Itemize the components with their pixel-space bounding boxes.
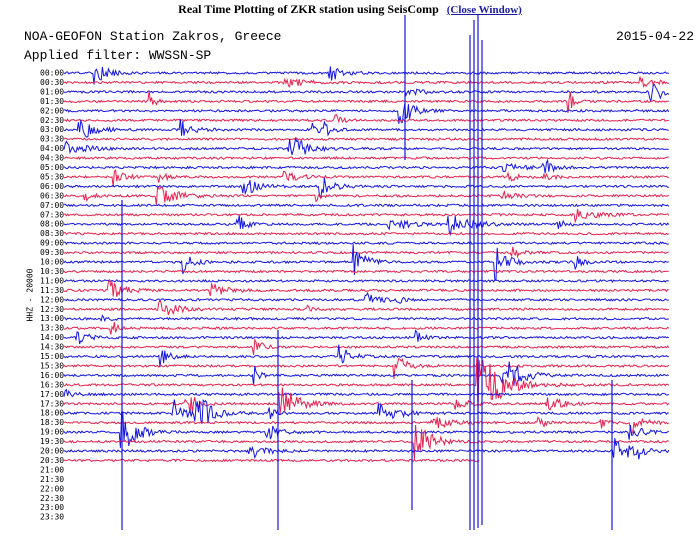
time-label: 01:30 <box>40 97 64 106</box>
time-label: 12:30 <box>40 305 64 314</box>
time-label: 15:00 <box>40 352 64 361</box>
header: Real Time Plotting of ZKR station using … <box>0 2 700 17</box>
time-label: 18:30 <box>40 418 64 427</box>
time-label: 04:30 <box>40 154 64 163</box>
time-label: 10:00 <box>40 258 64 267</box>
time-label: 08:30 <box>40 229 64 238</box>
time-label: 09:30 <box>40 248 64 257</box>
time-label: 17:00 <box>40 390 64 399</box>
trace <box>63 458 480 463</box>
time-label: 13:00 <box>40 314 64 323</box>
time-label: 07:30 <box>40 210 64 219</box>
time-label: 11:00 <box>40 276 64 285</box>
trace <box>64 103 670 124</box>
trace <box>63 208 670 224</box>
time-label: 07:00 <box>40 201 64 210</box>
time-label: 05:30 <box>40 172 64 181</box>
channel-label: HHZ - 20000 <box>26 268 35 321</box>
trace <box>63 398 669 425</box>
time-label: 06:30 <box>40 191 64 200</box>
time-label: 20:30 <box>40 456 64 465</box>
trace <box>63 344 669 368</box>
trace <box>63 246 670 259</box>
time-label: 01:00 <box>40 87 64 96</box>
time-label: 09:00 <box>40 239 64 248</box>
trace <box>63 278 669 297</box>
trace <box>63 203 670 208</box>
time-label: 21:00 <box>40 465 64 474</box>
trace <box>63 329 670 345</box>
time-label: 12:00 <box>40 295 64 304</box>
trace <box>63 244 669 281</box>
time-label: 00:30 <box>40 78 64 87</box>
time-label: 14:00 <box>40 333 64 342</box>
trace <box>63 158 670 174</box>
trace <box>63 90 669 113</box>
trace <box>63 357 670 379</box>
trace <box>63 215 670 237</box>
trace <box>63 136 669 156</box>
trace <box>63 66 669 85</box>
trace <box>64 322 670 335</box>
trace <box>63 185 670 205</box>
time-label: 14:30 <box>40 343 64 352</box>
time-label: 22:00 <box>40 484 64 493</box>
time-label: 19:00 <box>40 428 64 437</box>
time-label: 17:30 <box>40 399 64 408</box>
time-label: 08:00 <box>40 220 64 229</box>
trace <box>63 438 670 460</box>
trace <box>63 156 669 160</box>
trace <box>63 314 669 323</box>
trace <box>63 357 670 414</box>
time-label: 00:00 <box>40 69 64 78</box>
time-label: 11:30 <box>40 286 64 295</box>
trace <box>63 231 670 236</box>
time-label: 22:30 <box>40 494 64 503</box>
trace <box>63 169 670 187</box>
title: Real Time Plotting of ZKR station using … <box>178 2 439 16</box>
trace <box>63 387 670 415</box>
trace <box>63 388 670 398</box>
time-label: 02:00 <box>40 106 64 115</box>
time-label: 06:00 <box>40 182 64 191</box>
trace <box>63 291 669 304</box>
trace <box>63 241 669 246</box>
time-label: 03:00 <box>40 125 64 134</box>
trace <box>63 118 669 138</box>
time-label: 21:30 <box>40 475 64 484</box>
date: 2015-04-22 <box>615 29 694 44</box>
trace <box>63 137 669 142</box>
trace <box>63 177 669 199</box>
time-label: 16:00 <box>40 371 64 380</box>
time-label: 19:30 <box>40 437 64 446</box>
trace <box>63 338 670 355</box>
time-label: 23:00 <box>40 503 64 512</box>
trace <box>63 299 669 316</box>
time-label: 03:30 <box>40 135 64 144</box>
trace <box>63 278 670 283</box>
trace <box>63 114 669 124</box>
time-label: 02:30 <box>40 116 64 125</box>
trace <box>63 361 670 386</box>
trace <box>63 83 670 102</box>
time-label: 13:30 <box>40 324 64 333</box>
time-label: 16:30 <box>40 380 64 389</box>
trace <box>63 416 670 436</box>
time-label: 23:30 <box>40 513 64 522</box>
time-label: 20:00 <box>40 447 64 456</box>
trace <box>63 269 669 274</box>
trace <box>63 424 670 460</box>
time-label: 10:30 <box>40 267 64 276</box>
time-label: 04:00 <box>40 144 64 153</box>
close-link[interactable]: (Close Window) <box>446 4 522 16</box>
time-label: 05:00 <box>40 163 64 172</box>
filter: Applied filter: WWSSN-SP <box>24 48 212 63</box>
time-label: 15:30 <box>40 361 64 370</box>
trace <box>63 76 669 89</box>
station: NOA-GEOFON Station Zakros, Greece <box>24 29 282 44</box>
trace <box>63 411 670 448</box>
time-label: 18:00 <box>40 409 64 418</box>
